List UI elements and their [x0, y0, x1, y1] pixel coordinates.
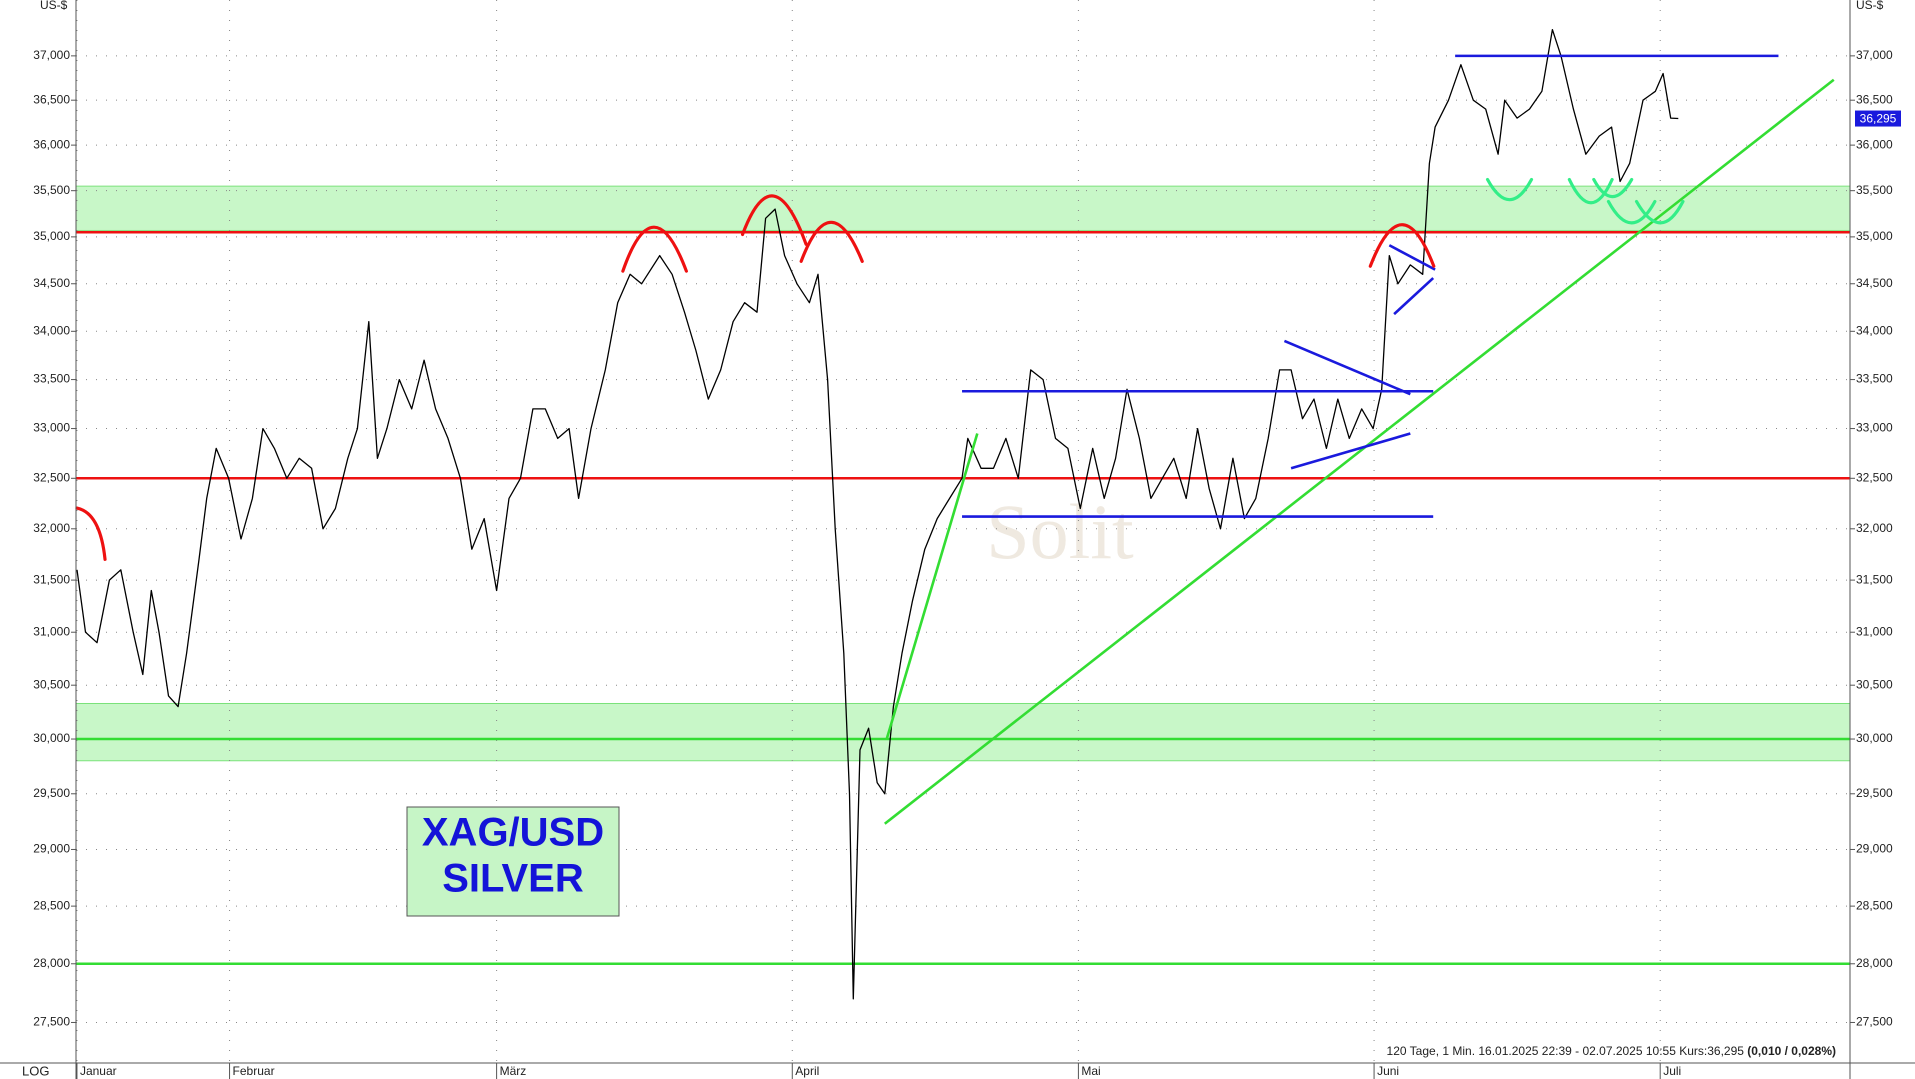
trend-line — [1393, 277, 1435, 316]
y-tick-label: 35,000 — [33, 229, 70, 243]
y-tick-label-right: 35,000 — [1856, 229, 1893, 243]
arc — [1634, 199, 1685, 225]
y-tick-label-right: 30,500 — [1856, 677, 1893, 691]
y-tick-label-right: 34,500 — [1856, 276, 1893, 290]
y-tick-label-right: 29,000 — [1856, 842, 1893, 856]
y-tick-label: 34,500 — [33, 276, 70, 290]
last-price-label: 36,295 — [1860, 112, 1897, 126]
trend-line — [1283, 339, 1411, 396]
y-tick-label: 28,000 — [33, 956, 70, 970]
y-tick-label-right: 32,000 — [1856, 521, 1893, 535]
title: SILVER — [442, 857, 584, 901]
y-tick-label-right: 29,500 — [1856, 786, 1893, 800]
y-unit: US-$ — [40, 0, 68, 12]
y-tick-label-right: 33,000 — [1856, 421, 1893, 435]
arc — [1485, 177, 1534, 202]
y-tick-label: 27,500 — [33, 1015, 70, 1029]
arc — [1592, 177, 1634, 199]
y-tick-label-right: 33,500 — [1856, 372, 1893, 386]
x-tick-label: April — [795, 1064, 819, 1078]
y-tick-label: 36,000 — [33, 137, 70, 151]
arc — [799, 220, 864, 263]
arc — [621, 225, 688, 273]
y-tick-label-right: 36,000 — [1856, 137, 1893, 151]
arc — [740, 194, 808, 246]
y-tick-label: 33,500 — [33, 372, 70, 386]
y-unit-right: US-$ — [1856, 0, 1884, 12]
y-tick-label: 37,000 — [33, 48, 70, 62]
x-tick-label: Februar — [233, 1064, 275, 1078]
y-tick-label-right: 37,000 — [1856, 48, 1893, 62]
pattern-arcs — [75, 177, 1685, 561]
y-tick-label: 29,000 — [33, 842, 70, 856]
footnote-text: 120 Tage, 1 Min. 16.01.2025 22:39 - 02.0… — [1387, 1044, 1748, 1058]
arc — [75, 506, 107, 561]
y-tick-label-right: 36,500 — [1856, 92, 1893, 106]
title-box — [406, 806, 620, 917]
y-tick-label: 31,500 — [33, 572, 70, 586]
x-tick-label: Juni — [1377, 1064, 1399, 1078]
zone — [75, 702, 1851, 762]
y-tick-label: 35,500 — [33, 183, 70, 197]
x-tick-label: März — [500, 1064, 527, 1078]
footnote-bold: (0,010 / 0,028%) — [1747, 1044, 1836, 1058]
price-line — [76, 28, 1679, 1000]
y-tick-label: 30,500 — [33, 677, 70, 691]
y-tick-label-right: 28,500 — [1856, 898, 1893, 912]
y-tick-label: 33,000 — [33, 421, 70, 435]
y-tick-label: 29,500 — [33, 786, 70, 800]
y-tick-label: 30,000 — [33, 731, 70, 745]
y-tick-label: 36,500 — [33, 92, 70, 106]
y-tick-label-right: 28,000 — [1856, 956, 1893, 970]
y-tick-label-right: 34,000 — [1856, 323, 1893, 337]
y-tick-label-right: 30,000 — [1856, 731, 1893, 745]
y-tick-label-right: 35,500 — [1856, 183, 1893, 197]
arc — [1567, 177, 1614, 205]
y-tick-label: 32,500 — [33, 470, 70, 484]
x-tick-label: Mai — [1081, 1064, 1100, 1078]
y-tick-label: 28,500 — [33, 898, 70, 912]
trend-line — [883, 78, 1835, 825]
zone — [75, 185, 1851, 231]
title: XAG/USD — [422, 811, 604, 855]
watermark: Solit — [986, 488, 1134, 575]
y-tick-label: 32,000 — [33, 521, 70, 535]
arc — [1368, 223, 1436, 268]
trend-line — [1388, 244, 1436, 271]
y-tick-label: 34,000 — [33, 323, 70, 337]
x-tick-label: Juli — [1663, 1064, 1681, 1078]
y-tick-label-right: 27,500 — [1856, 1015, 1893, 1029]
trend-line — [1290, 432, 1411, 470]
log-label: LOG — [22, 1063, 49, 1078]
arc — [1606, 199, 1657, 225]
y-tick-label-right: 32,500 — [1856, 470, 1893, 484]
last-price-box — [1855, 110, 1901, 127]
footnote: 120 Tage, 1 Min. 16.01.2025 22:39 - 02.0… — [1387, 1044, 1836, 1058]
y-tick-label-right: 31,000 — [1856, 624, 1893, 638]
trend-line — [885, 433, 979, 740]
y-tick-label: 31,000 — [33, 624, 70, 638]
y-tick-label-right: 31,500 — [1856, 572, 1893, 586]
x-tick-label: Januar — [80, 1064, 117, 1078]
